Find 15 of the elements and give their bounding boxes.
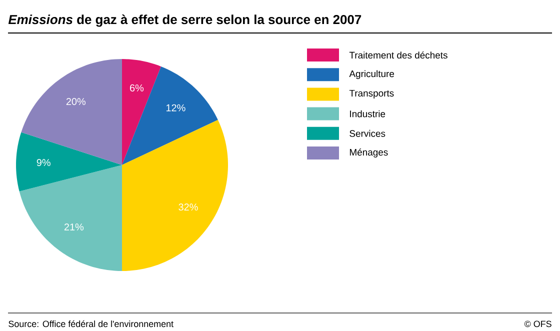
legend-label: Agriculture: [349, 70, 394, 80]
legend-label: Transports: [349, 90, 394, 98]
data-label: 9%: [36, 159, 50, 166]
data-label: 32%: [178, 204, 198, 211]
chart-title: Emissions de gaz à effet de serre selon la source en 2007: [8, 14, 362, 27]
data-label: 12%: [166, 104, 186, 112]
legend-label: Traitement des déchets: [349, 51, 448, 59]
legend-label: Industrie: [350, 110, 386, 118]
data-label: 20%: [66, 98, 86, 106]
data-label: 6%: [130, 84, 144, 92]
text: © OFS: [524, 320, 552, 328]
legend-label: Services: [350, 130, 386, 137]
legend-label: Ménages: [350, 148, 388, 158]
source-note: Source: Office fédéral de l'environnement: [8, 320, 174, 328]
data-label: 21%: [64, 223, 84, 230]
